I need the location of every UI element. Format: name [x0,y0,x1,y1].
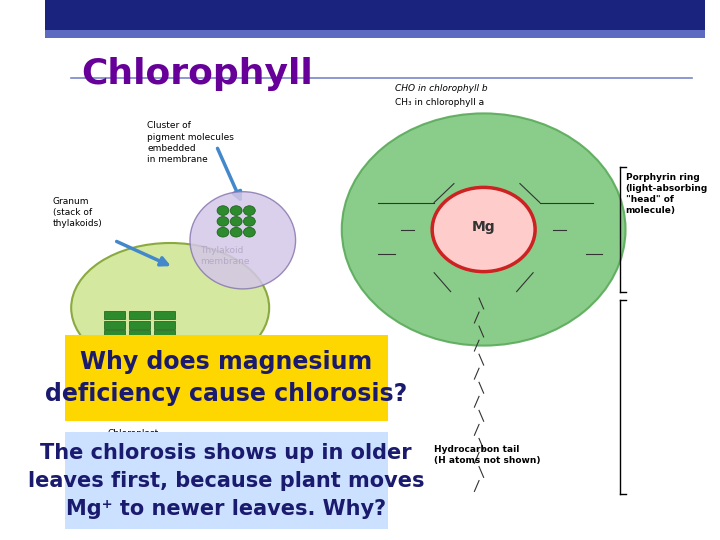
FancyBboxPatch shape [130,321,150,329]
Circle shape [72,76,77,80]
Circle shape [342,113,626,346]
FancyBboxPatch shape [130,330,150,339]
Text: Granum
(stack of
thylakoids): Granum (stack of thylakoids) [53,197,102,228]
FancyBboxPatch shape [154,311,176,319]
Text: Thylakoid
membrane: Thylakoid membrane [200,246,249,266]
FancyBboxPatch shape [154,340,176,348]
Circle shape [217,206,229,215]
Circle shape [230,227,242,237]
Circle shape [432,187,535,272]
FancyBboxPatch shape [45,30,705,38]
Circle shape [217,227,229,237]
Text: CH₃ in chlorophyll a: CH₃ in chlorophyll a [395,98,484,107]
Text: CHO in chlorophyll b: CHO in chlorophyll b [395,84,487,93]
Circle shape [230,217,242,226]
Ellipse shape [190,192,296,289]
Text: The chlorosis shows up in older
leaves first, because plant moves
Mg⁺ to newer l: The chlorosis shows up in older leaves f… [28,443,425,518]
Text: Chlorophyll: Chlorophyll [81,57,313,91]
FancyBboxPatch shape [130,311,150,319]
Circle shape [230,206,242,215]
FancyBboxPatch shape [104,330,125,339]
Text: Hydrocarbon tail
(H atoms not shown): Hydrocarbon tail (H atoms not shown) [434,446,541,465]
Text: Why does magnesium
deficiency cause chlorosis?: Why does magnesium deficiency cause chlo… [45,350,408,406]
FancyBboxPatch shape [104,311,125,319]
FancyBboxPatch shape [65,432,388,529]
FancyBboxPatch shape [130,340,150,348]
FancyBboxPatch shape [154,330,176,339]
Ellipse shape [71,243,269,373]
Circle shape [243,217,256,226]
FancyBboxPatch shape [154,321,176,329]
Text: Mg: Mg [472,220,495,234]
FancyBboxPatch shape [45,0,705,30]
Text: Chloroplast: Chloroplast [107,429,158,438]
Circle shape [217,217,229,226]
FancyBboxPatch shape [104,321,125,329]
FancyBboxPatch shape [104,340,125,348]
Text: Porphyrin ring
(light-absorbing
"head" of
molecule): Porphyrin ring (light-absorbing "head" o… [626,173,708,215]
Text: Cluster of
pigment molecules
embedded
in membrane: Cluster of pigment molecules embedded in… [147,122,234,164]
Circle shape [243,206,256,215]
FancyBboxPatch shape [45,38,705,540]
Circle shape [243,227,256,237]
FancyBboxPatch shape [65,335,388,421]
